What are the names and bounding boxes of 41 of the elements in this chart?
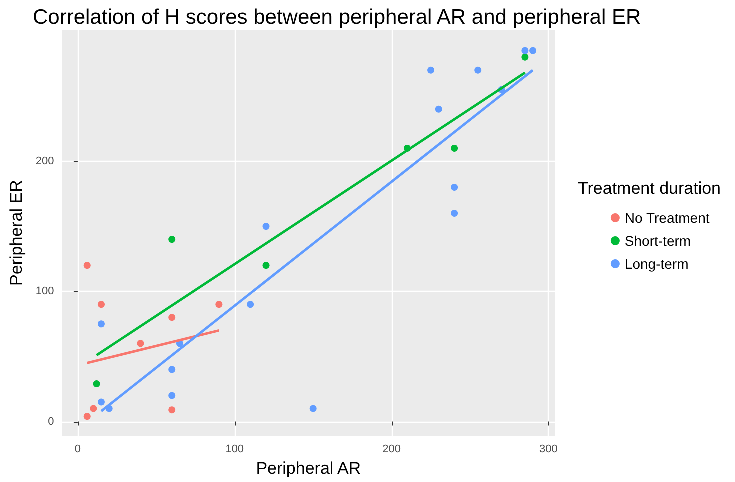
y-tick-label: 100 — [36, 286, 54, 298]
chart-title: Correlation of H scores between peripheral AR and peripheral ER — [33, 6, 642, 29]
y-tick-label: 0 — [48, 416, 54, 428]
point — [98, 398, 105, 406]
point — [247, 301, 254, 308]
point — [530, 47, 537, 54]
x-tick-label: 0 — [74, 444, 82, 456]
point — [84, 413, 91, 420]
y-tick-label: 200 — [36, 155, 54, 168]
point — [428, 66, 435, 74]
legend-label: Long-term — [624, 256, 689, 272]
point — [262, 223, 270, 230]
legend-label: Short-term — [624, 233, 692, 249]
point — [216, 301, 223, 308]
point — [168, 406, 176, 414]
point — [451, 144, 458, 152]
legend-title: Treatment duration — [578, 179, 721, 198]
point — [137, 340, 144, 348]
point — [522, 47, 529, 54]
y-axis-title: Peripheral ER — [7, 180, 26, 286]
point — [522, 54, 529, 61]
legend-label: No Treatment — [624, 210, 710, 226]
point — [93, 380, 100, 388]
point — [474, 66, 482, 74]
x-tick-label: 300 — [540, 444, 558, 456]
point — [168, 392, 176, 400]
point — [262, 262, 270, 270]
x-tick-label: 200 — [382, 444, 401, 456]
point — [310, 405, 317, 412]
point — [451, 184, 458, 191]
point — [451, 210, 458, 218]
point — [435, 106, 442, 113]
x-axis-title: Peripheral AR — [256, 459, 362, 478]
point — [168, 366, 176, 374]
point — [90, 405, 98, 412]
x-tick-label: 100 — [226, 444, 244, 456]
point — [168, 236, 176, 244]
point — [98, 301, 105, 308]
point — [84, 262, 91, 270]
point — [98, 320, 105, 328]
point — [168, 314, 176, 322]
